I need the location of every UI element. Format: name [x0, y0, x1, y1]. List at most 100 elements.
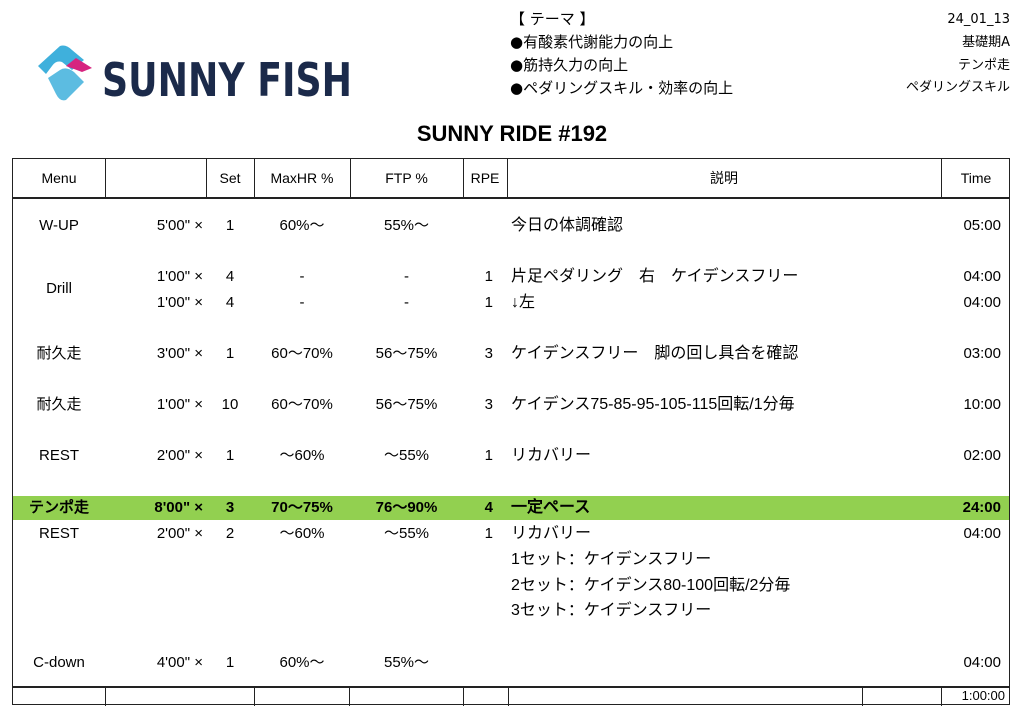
focus: テンポ走 [957, 58, 1010, 73]
rpe-cell: 4 [484, 499, 493, 516]
menu-cell: テンポ走 [28, 499, 89, 516]
column-divider [349, 686, 350, 706]
duration-cell: 2'00" × [156, 447, 203, 464]
logo-text: SUNNY FISH [102, 53, 352, 104]
time-cell: 03:00 [963, 345, 1001, 362]
column-divider [508, 686, 509, 706]
description-cell: リカバリー [511, 447, 592, 464]
footer-divider [13, 686, 1009, 688]
ftp-cell: - [404, 294, 409, 311]
description-cell: 2セット：ケイデンス80-100回転/2分毎 [511, 577, 791, 594]
maxhr-cell: - [299, 294, 305, 311]
column-divider [862, 686, 863, 706]
column-divider [463, 686, 464, 706]
ftp-cell: 〜55% [383, 447, 430, 464]
duration-cell: 8'00" × [154, 499, 203, 516]
column-divider [254, 159, 255, 197]
menu-cell: 耐久走 [36, 345, 82, 362]
theme-item: ●ペダリングスキル・効率の向上 [510, 79, 734, 97]
theme-item: ●有酸素代謝能力の向上 [510, 33, 674, 51]
maxhr-cell: 60%〜 [279, 654, 325, 671]
set-cell: 4 [225, 268, 235, 285]
ftp-cell: 56〜75% [375, 396, 438, 413]
header-rpe: RPE [470, 170, 500, 186]
column-divider [463, 159, 464, 197]
description-cell: 今日の体調確認 [511, 217, 624, 234]
column-divider [350, 159, 351, 197]
set-cell: 10 [221, 396, 239, 413]
time-cell: 04:00 [963, 294, 1001, 311]
theme-heading: 【 テーマ 】 [510, 10, 595, 28]
ftp-cell: 56〜75% [375, 345, 438, 362]
rpe-cell: 1 [484, 268, 493, 285]
menu-cell: 耐久走 [36, 396, 82, 413]
maxhr-cell: 70〜75% [271, 499, 333, 516]
header-maxhr: MaxHR % [270, 170, 334, 186]
header-desc: 説明 [710, 170, 738, 186]
page-title: SUNNY RIDE #192 [416, 121, 608, 146]
set-cell: 1 [225, 447, 235, 464]
description-cell: 片足ペダリング 右 ケイデンスフリー [511, 268, 799, 285]
menu-cell: W-UP [39, 217, 79, 234]
rpe-cell: 1 [484, 447, 493, 464]
time-cell: 02:00 [963, 447, 1001, 464]
set-cell: 4 [225, 294, 235, 311]
duration-cell: 1'00" × [156, 294, 203, 311]
header-menu: Menu [41, 170, 77, 186]
maxhr-cell: 60%〜 [279, 217, 325, 234]
maxhr-cell: 〜60% [279, 525, 325, 542]
duration-cell: 1'00" × [156, 396, 203, 413]
menu-cell: REST [38, 447, 79, 464]
set-cell: 1 [225, 654, 235, 671]
sunny-fish-logo: SUNNY FISH [26, 44, 356, 108]
highlight-band [13, 496, 1009, 520]
duration-cell: 2'00" × [156, 525, 203, 542]
description-cell: リカバリー [511, 525, 592, 542]
time-cell: 04:00 [963, 268, 1001, 285]
ftp-cell: 55%〜 [383, 654, 430, 671]
column-divider [105, 159, 106, 197]
set-cell: 3 [225, 499, 235, 516]
time-cell: 24:00 [962, 499, 1001, 516]
header-divider [13, 197, 1009, 199]
set-cell: 2 [225, 525, 235, 542]
duration-cell: 3'00" × [156, 345, 203, 362]
ftp-cell: 55%〜 [383, 217, 430, 234]
time-cell: 04:00 [963, 525, 1001, 542]
column-divider [941, 686, 942, 706]
description-cell: 1セット：ケイデンスフリー [511, 551, 712, 568]
menu-cell: C-down [33, 654, 85, 671]
set-cell: 1 [225, 217, 235, 234]
description-cell: 3セット：ケイデンスフリー [511, 602, 712, 619]
maxhr-cell: 60〜70% [271, 345, 333, 362]
column-divider [507, 159, 508, 197]
theme-item: ●筋持久力の向上 [510, 56, 629, 74]
ftp-cell: - [404, 268, 409, 285]
menu-cell: REST [38, 525, 79, 542]
skill: ペダリングスキル [905, 80, 1010, 95]
workout-table: Menu Set MaxHR % FTP % RPE 説明 Time W-UP 5'00" × 1… [12, 158, 1010, 706]
header-set: Set [219, 170, 241, 186]
total-time: 1:00:00 [961, 688, 1005, 703]
duration-cell: 4'00" × [156, 654, 203, 671]
description-cell: ケイデンスフリー 脚の回し具合を確認 [511, 345, 799, 362]
maxhr-cell: 60〜70% [271, 396, 333, 413]
time-cell: 10:00 [963, 396, 1001, 413]
duration-cell: 5'00" × [156, 217, 203, 234]
phase: 基礎期A [962, 35, 1010, 50]
date: 24_01_13 [947, 12, 1010, 27]
column-divider [206, 159, 207, 197]
maxhr-cell: 〜60% [279, 447, 325, 464]
ftp-cell: 〜55% [383, 525, 430, 542]
duration-cell: 1'00" × [156, 268, 203, 285]
time-cell: 04:00 [963, 654, 1001, 671]
description-cell: 一定ペース [511, 499, 591, 516]
time-cell: 05:00 [963, 217, 1001, 234]
rpe-cell: 1 [484, 294, 493, 311]
header-time: Time [960, 170, 992, 186]
rpe-cell: 1 [484, 525, 493, 542]
rpe-cell: 3 [484, 396, 493, 413]
column-divider [254, 686, 255, 706]
rpe-cell: 3 [484, 345, 493, 362]
